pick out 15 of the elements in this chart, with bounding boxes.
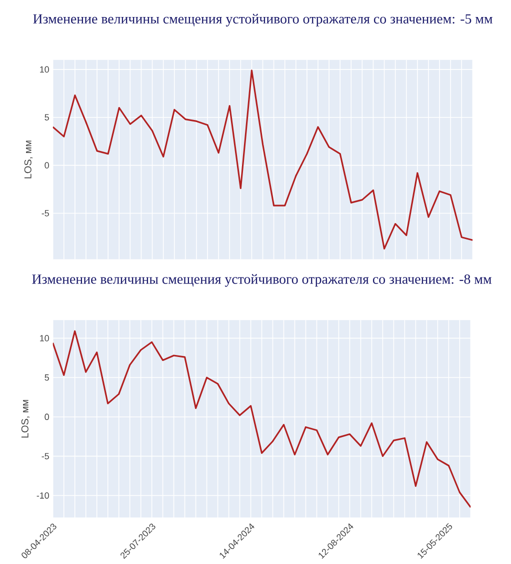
y-tick-label: -5	[42, 210, 50, 216]
y-tick-label: 5	[44, 374, 50, 381]
y-tick-label: 5	[44, 114, 50, 120]
y-tick-label: 10	[40, 335, 50, 342]
y-axis-title: LOS, мм	[22, 400, 30, 438]
y-tick-label: -10	[37, 492, 50, 499]
line-series	[53, 70, 473, 250]
chart-title: Изменение величины смещения устойчивого отражателя со значением: -8 мм	[32, 274, 492, 287]
chart-title: Изменение величины смещения устойчивого отражателя со значением: -5 мм	[33, 14, 493, 26]
line-series	[53, 330, 471, 508]
y-tick-label: 0	[44, 162, 50, 168]
y-tick-label: 10	[40, 66, 50, 73]
y-axis-title: LOS, мм	[24, 140, 33, 178]
y-tick-label: 0	[44, 414, 50, 420]
y-tick-label: -5	[42, 453, 50, 460]
